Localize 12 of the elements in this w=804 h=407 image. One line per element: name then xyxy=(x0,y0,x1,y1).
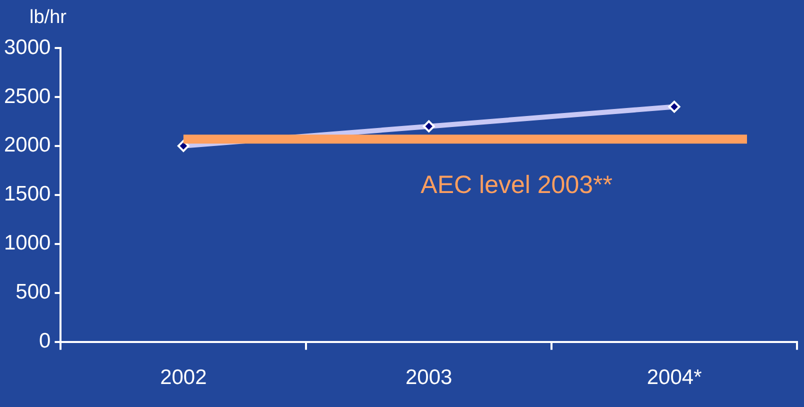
y-tick-label: 2000 xyxy=(4,134,51,157)
y-tick-label: 1000 xyxy=(4,232,51,255)
y-axis-title: lb/hr xyxy=(30,7,68,28)
x-tick-label: 2002 xyxy=(160,366,207,390)
ref-line-label: AEC level 2003** xyxy=(420,170,613,199)
x-tick-label: 2004* xyxy=(646,366,702,390)
y-tick-label: 0 xyxy=(39,330,51,353)
x-tick-label: 2003 xyxy=(406,366,452,390)
y-tick-label: 1500 xyxy=(4,182,51,206)
y-tick-label: 500 xyxy=(16,280,51,304)
y-tick-label: 3000 xyxy=(4,36,51,59)
y-tick-label: 2500 xyxy=(4,84,51,108)
